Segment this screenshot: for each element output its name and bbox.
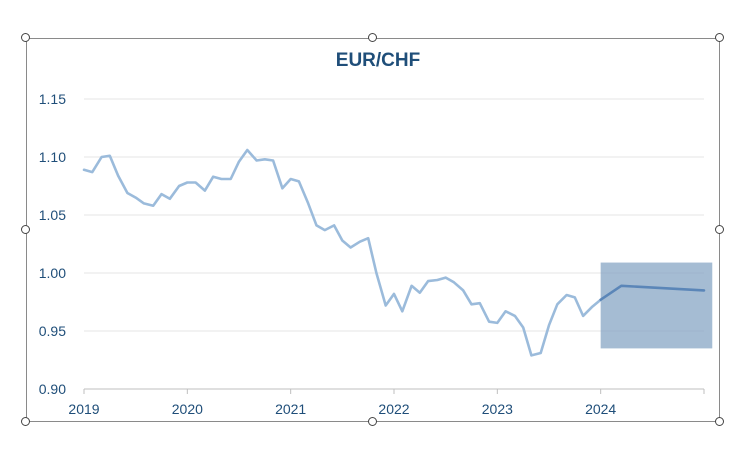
series-line-history [82, 148, 603, 357]
x-tick-label: 2023 [482, 401, 513, 417]
resize-handle-bottom-left[interactable] [21, 417, 30, 426]
forecast-range-box [600, 262, 713, 349]
y-tick-label: 0.95 [39, 323, 66, 339]
x-tick-label: 2021 [275, 401, 306, 417]
x-tick-label: 2024 [585, 401, 616, 417]
y-tick-label: 1.10 [39, 149, 66, 165]
x-tick-label: 2022 [378, 401, 409, 417]
y-tick-label: 1.15 [39, 91, 66, 107]
y-tick-label: 0.90 [39, 381, 66, 397]
resize-handle-bottom-right[interactable] [715, 417, 724, 426]
chart-title: EUR/CHF [335, 50, 421, 71]
resize-handle-bottom-center[interactable] [368, 417, 377, 426]
y-tick-label: 1.05 [39, 207, 66, 223]
resize-handle-top-center[interactable] [368, 33, 377, 42]
resize-handle-middle-left[interactable] [21, 225, 30, 234]
resize-handle-top-right[interactable] [715, 33, 724, 42]
resize-handle-top-left[interactable] [21, 33, 30, 42]
series-line-forecast [599, 284, 706, 302]
x-tick-label: 2020 [172, 401, 203, 417]
resize-handle-middle-right[interactable] [715, 225, 724, 234]
x-tick-label: 2019 [68, 401, 99, 417]
y-tick-label: 1.00 [39, 265, 66, 281]
